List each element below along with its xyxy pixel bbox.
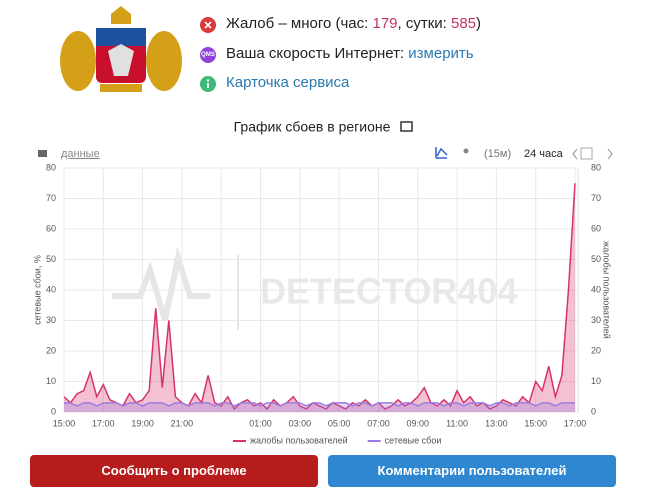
- x-tick-label: 09:00: [407, 418, 430, 428]
- y2-tick-label: 0: [591, 406, 596, 416]
- qms-icon: QMS: [200, 47, 216, 63]
- calendar-icon[interactable]: [580, 147, 593, 160]
- chart: График сбоев в регионе данные (15м) 24 ч…: [32, 119, 613, 445]
- day-count: 585: [451, 15, 477, 32]
- speed-line: Ваша скорость Интернет: измерить: [226, 45, 474, 62]
- y2-tick-label: 70: [591, 193, 601, 203]
- x-tick-label: 15:00: [53, 418, 76, 428]
- y2-tick-label: 60: [591, 223, 601, 233]
- watermark: DETECTOR404: [260, 271, 517, 312]
- y-tick-label: 60: [46, 223, 56, 233]
- x-tick-label: 17:00: [92, 418, 115, 428]
- y2-tick-label: 80: [591, 162, 601, 172]
- x-tick-label: 17:00: [564, 418, 587, 428]
- x-tick-label: 05:00: [328, 418, 351, 428]
- status-icon: [200, 17, 216, 33]
- data-link[interactable]: данные: [61, 148, 100, 160]
- y2-tick-label: 40: [591, 284, 601, 294]
- period[interactable]: 24 часа: [524, 148, 564, 160]
- status-text: , сутки:: [397, 15, 451, 32]
- y2-tick-label: 30: [591, 315, 601, 325]
- y-tick-label: 0: [51, 406, 56, 416]
- comment-icon: [400, 121, 413, 132]
- legend-label: сетевые сбои: [385, 435, 442, 445]
- status-text: Жалоб – много (час:: [226, 15, 373, 32]
- y-tick-label: 20: [46, 345, 56, 355]
- hour-count: 179: [372, 15, 398, 32]
- info-icon: [200, 76, 216, 92]
- x-tick-label: 19:00: [131, 418, 154, 428]
- header: Жалоб – много (час: 179, сутки: 585) QMS…: [0, 0, 656, 100]
- report-button[interactable]: Сообщить о проблеме: [30, 455, 318, 487]
- coat-of-arms: [60, 6, 182, 92]
- y-tick-label: 80: [46, 162, 56, 172]
- y-tick-label: 10: [46, 376, 56, 386]
- series-line: [64, 402, 575, 407]
- user-icon[interactable]: [463, 148, 469, 154]
- x-tick-label: 21:00: [171, 418, 194, 428]
- nav-arrows[interactable]: [572, 148, 613, 160]
- camera-icon[interactable]: [38, 150, 47, 157]
- status-text: ): [476, 15, 482, 32]
- y-tick-label: 70: [46, 193, 56, 203]
- legend-label: жалобы пользователей: [250, 435, 348, 445]
- speed-text: Ваша скорость Интернет:: [226, 45, 409, 62]
- x-tick-label: 01:00: [249, 418, 272, 428]
- y2-tick-label: 50: [591, 254, 601, 264]
- x-tick-label: 15:00: [524, 418, 547, 428]
- card-link[interactable]: Карточка сервиса: [226, 74, 350, 91]
- y2-tick-label: 10: [591, 376, 601, 386]
- x-tick-label: 11:00: [446, 418, 468, 428]
- watermark-logo: [112, 246, 210, 321]
- y-tick-label: 40: [46, 284, 56, 294]
- speed-link[interactable]: измерить: [408, 45, 474, 62]
- x-tick-label: 13:00: [485, 418, 508, 428]
- y-tick-label: 30: [46, 315, 56, 325]
- y2-axis-label: жалобы пользователей: [602, 241, 612, 339]
- chart-title: График сбоев в регионе: [234, 119, 391, 135]
- comments-button[interactable]: Комментарии пользователей: [328, 455, 616, 487]
- y-tick-label: 50: [46, 254, 56, 264]
- status-line: Жалоб – много (час: 179, сутки: 585): [226, 15, 481, 32]
- interval[interactable]: (15м): [484, 148, 511, 160]
- y2-tick-label: 20: [591, 345, 601, 355]
- x-tick-label: 03:00: [289, 418, 312, 428]
- y-axis-label: сетевые сбои, %: [32, 255, 42, 325]
- area-toggle[interactable]: [435, 147, 448, 159]
- x-tick-label: 07:00: [367, 418, 390, 428]
- series-line: [63, 183, 576, 411]
